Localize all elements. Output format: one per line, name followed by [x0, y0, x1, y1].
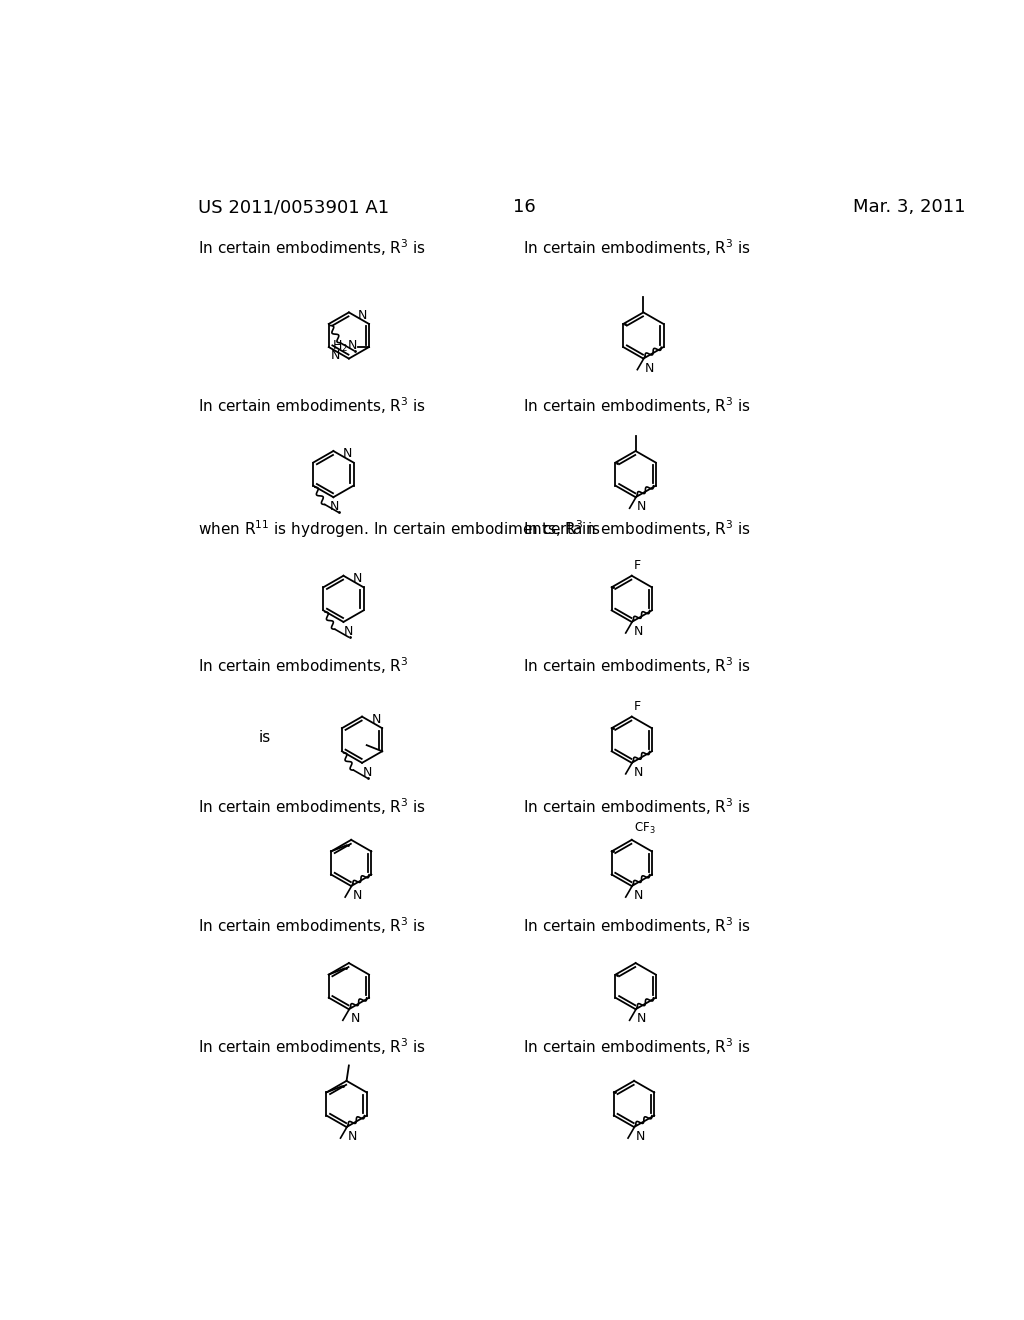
Text: N: N — [633, 626, 643, 638]
Text: N: N — [343, 447, 352, 461]
Text: N: N — [633, 766, 643, 779]
Text: N: N — [645, 362, 654, 375]
Text: In certain embodiments, R$^3$ is: In certain embodiments, R$^3$ is — [523, 396, 752, 416]
Text: F: F — [634, 700, 641, 713]
Text: N: N — [357, 309, 367, 322]
Text: In certain embodiments, R$^3$ is: In certain embodiments, R$^3$ is — [523, 1036, 752, 1057]
Text: N: N — [348, 1130, 357, 1143]
Text: In certain embodiments, R$^3$ is: In certain embodiments, R$^3$ is — [198, 238, 426, 259]
Text: N: N — [633, 890, 643, 902]
Text: In certain embodiments, R$^3$ is: In certain embodiments, R$^3$ is — [523, 655, 752, 676]
Text: N: N — [372, 713, 381, 726]
Text: when R$^{11}$ is hydrogen. In certain embodiments, R$^3$ is: when R$^{11}$ is hydrogen. In certain em… — [198, 519, 601, 540]
Text: US 2011/0053901 A1: US 2011/0053901 A1 — [198, 198, 389, 216]
Text: N: N — [352, 890, 362, 902]
Text: In certain embodiments, R$^3$ is: In certain embodiments, R$^3$ is — [523, 796, 752, 817]
Text: In certain embodiments, R$^3$ is: In certain embodiments, R$^3$ is — [523, 238, 752, 259]
Text: is: is — [258, 730, 270, 744]
Text: CF$_3$: CF$_3$ — [634, 821, 655, 836]
Text: In certain embodiments, R$^3$: In certain embodiments, R$^3$ — [198, 655, 409, 676]
Text: N: N — [352, 572, 362, 585]
Text: N: N — [636, 1130, 645, 1143]
Text: In certain embodiments, R$^3$ is: In certain embodiments, R$^3$ is — [198, 396, 426, 416]
Text: In certain embodiments, R$^3$ is: In certain embodiments, R$^3$ is — [198, 796, 426, 817]
Text: In certain embodiments, R$^3$ is: In certain embodiments, R$^3$ is — [198, 1036, 426, 1057]
Text: 16: 16 — [513, 198, 537, 216]
Text: N: N — [344, 626, 353, 638]
Text: N: N — [331, 348, 340, 362]
Text: F: F — [634, 558, 641, 572]
Text: N: N — [637, 500, 646, 513]
Text: H$_2$N: H$_2$N — [332, 339, 357, 354]
Text: N: N — [637, 1012, 646, 1026]
Text: In certain embodiments, R$^3$ is: In certain embodiments, R$^3$ is — [523, 915, 752, 936]
Text: N: N — [350, 1012, 359, 1026]
Text: N: N — [362, 766, 372, 779]
Text: Mar. 3, 2011: Mar. 3, 2011 — [853, 198, 966, 216]
Text: In certain embodiments, R$^3$ is: In certain embodiments, R$^3$ is — [198, 915, 426, 936]
Text: In certain embodiments, R$^3$ is: In certain embodiments, R$^3$ is — [523, 519, 752, 540]
Text: N: N — [330, 500, 339, 513]
